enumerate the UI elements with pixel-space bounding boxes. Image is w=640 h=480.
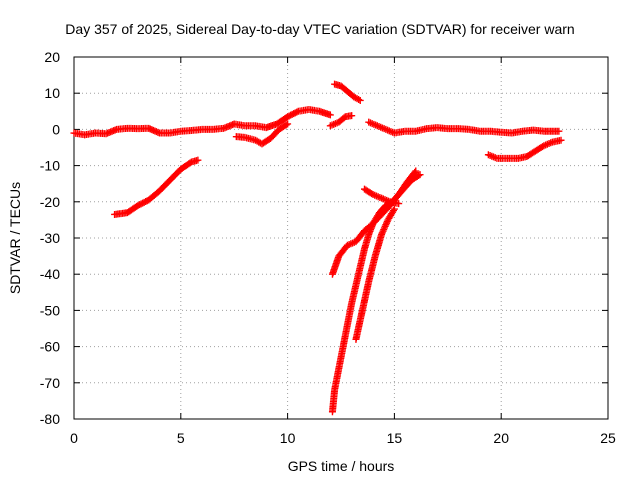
data-point-marker bbox=[557, 136, 565, 144]
y-axis-label: SDTVAR / TECUs bbox=[7, 182, 23, 294]
x-tick-label: 20 bbox=[493, 430, 509, 446]
series-arc-12-13h-lower bbox=[326, 112, 356, 130]
data-point-marker bbox=[326, 111, 334, 119]
data-point-marker bbox=[383, 219, 391, 227]
x-tick-label: 25 bbox=[600, 430, 616, 446]
data-point-marker bbox=[282, 121, 290, 129]
data-point-marker bbox=[381, 222, 389, 230]
data-point-marker bbox=[355, 96, 363, 104]
data-point-marker bbox=[390, 205, 398, 213]
data-point-marker bbox=[136, 201, 144, 209]
series-arc-rising-12-16h bbox=[328, 167, 420, 278]
series-arc-19-23h bbox=[484, 136, 565, 162]
data-point-marker bbox=[411, 168, 419, 176]
y-tick-label: -10 bbox=[40, 158, 60, 174]
y-tick-label: -60 bbox=[40, 339, 60, 355]
series-arc-descend-14-16h bbox=[360, 185, 403, 208]
data-point-marker bbox=[378, 230, 386, 238]
x-tick-label: 5 bbox=[177, 430, 185, 446]
y-tick-label: 20 bbox=[44, 49, 60, 65]
data-point-marker bbox=[389, 207, 397, 215]
y-tick-label: -80 bbox=[40, 411, 60, 427]
data-point-marker bbox=[382, 221, 390, 229]
series-arc-14-17h bbox=[365, 118, 563, 137]
data-point-marker bbox=[134, 201, 142, 209]
grid-lines bbox=[74, 57, 608, 419]
x-tick-label: 0 bbox=[70, 430, 78, 446]
data-point-marker bbox=[348, 112, 356, 120]
data-point-marker bbox=[139, 199, 147, 207]
data-point-marker bbox=[412, 167, 420, 175]
data-point-marker bbox=[378, 229, 386, 237]
data-point-marker bbox=[290, 110, 298, 118]
data-point-marker bbox=[538, 143, 546, 151]
y-tick-label: -70 bbox=[40, 375, 60, 391]
data-point-marker bbox=[383, 218, 391, 226]
y-tick-label: -40 bbox=[40, 266, 60, 282]
data-marks bbox=[70, 80, 565, 416]
series-arc-main-baseline bbox=[70, 105, 334, 139]
series-arc-steep-14-15h bbox=[352, 205, 398, 343]
data-point-marker bbox=[284, 113, 292, 121]
data-point-marker bbox=[284, 120, 292, 128]
data-point-marker bbox=[287, 111, 295, 119]
y-tick-label: -20 bbox=[40, 194, 60, 210]
data-point-marker bbox=[368, 190, 376, 198]
y-tick-label: -50 bbox=[40, 302, 60, 318]
series-arc-dip-8h bbox=[232, 120, 292, 148]
data-point-marker bbox=[379, 227, 387, 235]
data-point-marker bbox=[194, 156, 202, 164]
series-arc-rising-2-6h bbox=[111, 156, 202, 218]
data-point-marker bbox=[380, 226, 388, 234]
data-point-marker bbox=[395, 200, 403, 208]
y-tick-label: 10 bbox=[44, 85, 60, 101]
data-point-marker bbox=[416, 171, 424, 179]
axis-ticks: 0 5 10 15 20 25 -80 -70 -60 -50 -40 -30 -20 -10 0 10 20 bbox=[40, 49, 616, 446]
data-point-marker bbox=[137, 200, 145, 208]
x-tick-label: 15 bbox=[387, 430, 403, 446]
data-point-marker bbox=[293, 108, 301, 116]
x-axis-label: GPS time / hours bbox=[288, 458, 395, 474]
data-point-marker bbox=[142, 198, 150, 206]
data-point-marker bbox=[288, 110, 296, 118]
y-tick-label: -30 bbox=[40, 230, 60, 246]
series-arc-12-13h bbox=[331, 80, 364, 104]
data-point-marker bbox=[380, 224, 388, 232]
data-point-marker bbox=[140, 198, 148, 206]
data-point-marker bbox=[285, 112, 293, 120]
chart-title: Day 357 of 2025, Sidereal Day-to-day VTE… bbox=[65, 21, 574, 37]
y-tick-label: 0 bbox=[52, 121, 60, 137]
x-tick-label: 10 bbox=[280, 430, 296, 446]
data-point-marker bbox=[555, 127, 563, 135]
data-point-marker bbox=[415, 172, 423, 180]
data-point-marker bbox=[291, 109, 299, 117]
data-point-marker bbox=[356, 96, 364, 104]
